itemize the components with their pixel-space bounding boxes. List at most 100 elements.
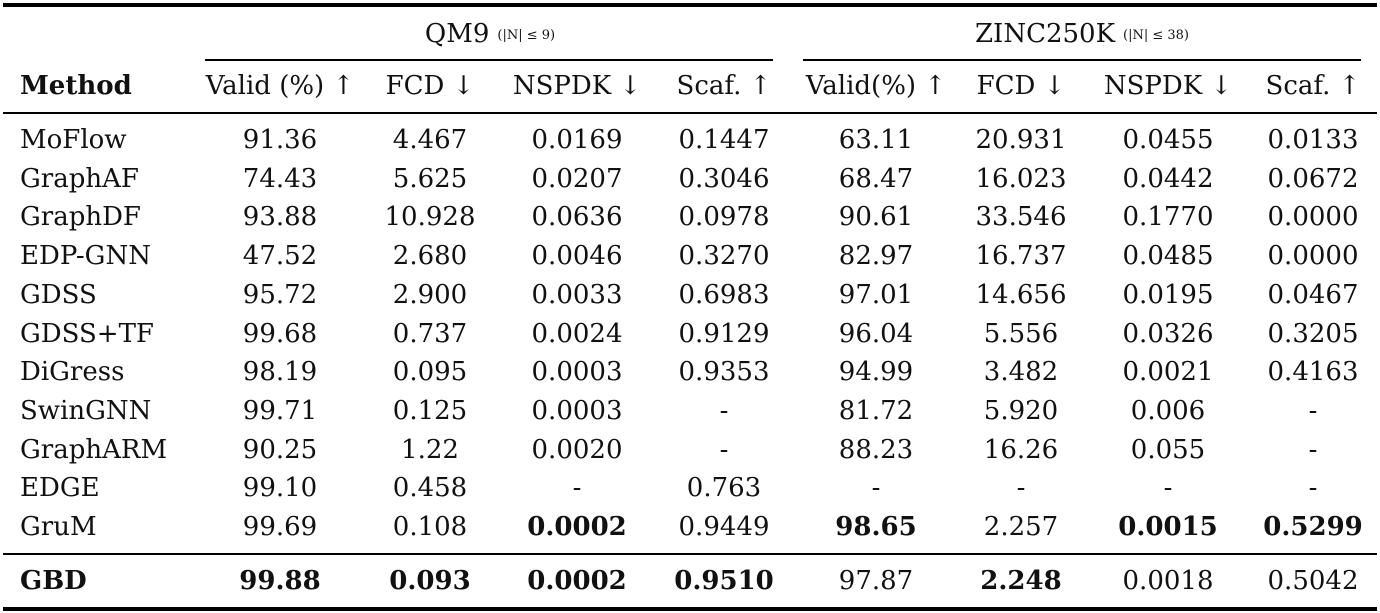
table-cell: 0.006 (1130, 395, 1206, 426)
table-cell: 3.482 (983, 357, 1059, 388)
column-header: FCD ↓ (385, 71, 475, 101)
table-cell: 81.72 (838, 395, 914, 426)
method-name: GDSS (20, 279, 97, 310)
table-cell: 93.88 (242, 202, 318, 233)
table-cell: 0.0195 (1122, 279, 1214, 310)
table-cell: 0.458 (392, 473, 468, 504)
table-cell: 0.0455 (1122, 125, 1214, 155)
table-cell: 16.737 (975, 241, 1067, 272)
method-name: GBD (20, 566, 87, 596)
column-header: Valid(%) ↑ (805, 71, 947, 101)
table-cell: 96.04 (838, 318, 914, 349)
table-cell: 74.43 (242, 163, 318, 194)
table-cell: 0.108 (392, 512, 468, 542)
table-cell: - (1308, 473, 1318, 504)
table-cell: 90.25 (242, 434, 318, 465)
table-cell: 0.0169 (531, 125, 623, 155)
group-condition: (|N| ≤ 9) (497, 28, 556, 43)
table-cell: 94.99 (838, 357, 914, 388)
table-cell: 98.65 (835, 512, 917, 542)
final-separator-rule (3, 553, 1377, 555)
table-cell: 0.0442 (1122, 163, 1214, 194)
table-cell: 99.69 (242, 512, 318, 542)
table-cell: - (719, 434, 729, 465)
table-cell: 63.11 (838, 125, 914, 155)
table-cell: 97.01 (838, 279, 914, 310)
column-header: FCD ↓ (976, 71, 1066, 101)
group-header-zinc250k: ZINC250K (|N| ≤ 38) (975, 17, 1189, 53)
group-name: ZINC250K (974, 19, 1116, 49)
table-cell: 82.97 (838, 241, 914, 272)
method-name: DiGress (20, 357, 125, 388)
table-cell: 16.26 (983, 434, 1059, 465)
table-cell: 0.0485 (1122, 241, 1214, 272)
table-cell: 0.0326 (1122, 318, 1214, 349)
table-cell: 95.72 (242, 279, 318, 310)
table-cell: 0.0021 (1122, 357, 1214, 388)
table-cell: 0.0002 (527, 512, 627, 542)
method-name: MoFlow (20, 125, 127, 155)
table-cell: 0.0000 (1267, 241, 1359, 272)
table-cell: 0.095 (392, 357, 468, 388)
bottom-rule (3, 607, 1377, 611)
table-cell: 5.556 (983, 318, 1059, 349)
table-cell: 0.0018 (1122, 566, 1214, 596)
method-name: GruM (20, 512, 97, 542)
table-cell: 0.055 (1130, 434, 1206, 465)
table-cell: - (719, 395, 729, 426)
table-cell: 0.3046 (678, 163, 770, 194)
table-cell: 0.1770 (1122, 202, 1214, 233)
table-cell: 5.920 (983, 395, 1059, 426)
table-cell: 10.928 (384, 202, 476, 233)
table-cell: 0.0207 (531, 163, 623, 194)
table-cell: 0.1447 (678, 125, 770, 155)
table-cell: 0.0003 (531, 395, 623, 426)
table-cell: 0.737 (392, 318, 468, 349)
table-cell: 0.9129 (678, 318, 770, 349)
column-header: Valid (%) ↑ (205, 71, 355, 101)
table-cell: 0.4163 (1267, 357, 1359, 388)
table-cell: 99.71 (242, 395, 318, 426)
table-cell: 0.0015 (1118, 512, 1218, 542)
table-cell: 0.0000 (1267, 202, 1359, 233)
table-cell: - (1308, 395, 1318, 426)
header-rule (3, 112, 1377, 114)
column-header: NSPDK ↓ (1103, 71, 1233, 101)
table-cell: 1.22 (401, 434, 459, 465)
table-cell: 0.9510 (674, 566, 774, 596)
method-name: GraphARM (20, 434, 168, 465)
table-cell: 0.0133 (1267, 125, 1359, 155)
table-cell: 0.5042 (1267, 566, 1359, 596)
table-cell: 4.467 (392, 125, 468, 155)
group-condition: (|N| ≤ 38) (1123, 28, 1190, 43)
table-cell: 16.023 (975, 163, 1067, 194)
table-cell: 5.625 (392, 163, 468, 194)
table-cell: - (871, 473, 881, 504)
table-cell: 14.656 (975, 279, 1067, 310)
table-cell: 68.47 (838, 163, 914, 194)
table-cell: 88.23 (838, 434, 914, 465)
table-cell: 0.0636 (531, 202, 623, 233)
table-cell: 0.0033 (531, 279, 623, 310)
method-name: GraphDF (20, 202, 141, 233)
table-cell: 0.0672 (1267, 163, 1359, 194)
column-header: NSPDK ↓ (512, 71, 642, 101)
table-cell: - (1163, 473, 1173, 504)
method-name: SwinGNN (20, 395, 152, 426)
group-header-qm9: QM9 (|N| ≤ 9) (425, 17, 555, 53)
method-column-header: Method (20, 71, 132, 101)
table-cell: 0.9353 (678, 357, 770, 388)
group-underline-zinc250k (803, 59, 1361, 61)
group-underline-qm9 (205, 59, 773, 61)
group-name: QM9 (424, 19, 490, 49)
table-cell: 99.68 (242, 318, 318, 349)
table-cell: 0.5299 (1263, 512, 1363, 542)
table-cell: 0.0024 (531, 318, 623, 349)
table-cell: 97.87 (838, 566, 914, 596)
table-cell: 0.0046 (531, 241, 623, 272)
method-name: GDSS+TF (20, 318, 154, 349)
table-cell: 0.9449 (678, 512, 770, 542)
table-cell: 90.61 (838, 202, 914, 233)
table-cell: 0.0002 (527, 566, 627, 596)
table-cell: 0.3270 (678, 241, 770, 272)
